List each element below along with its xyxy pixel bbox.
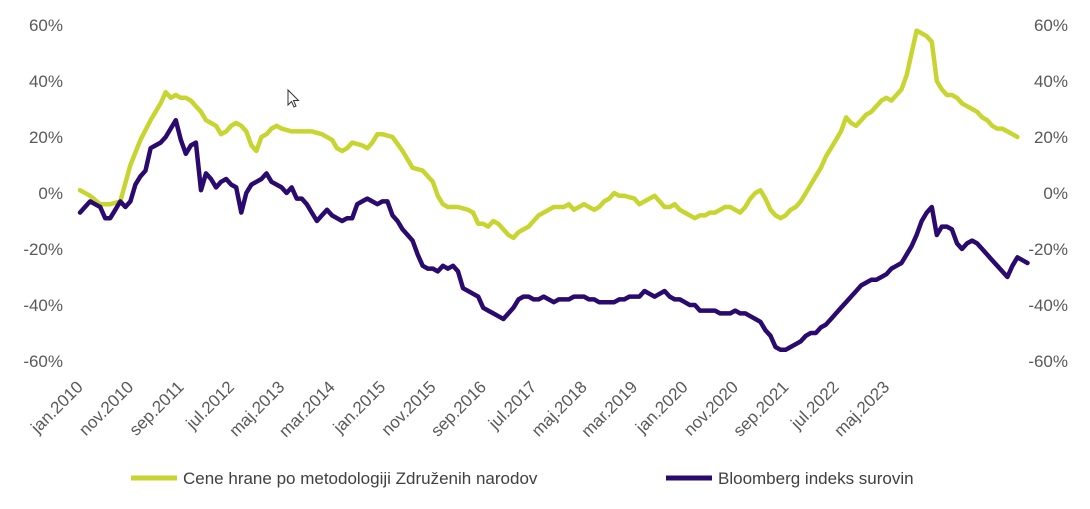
y-left-tick-label: -60% xyxy=(23,352,63,371)
y-right-tick-label: -60% xyxy=(1028,352,1068,371)
legend-label-bloomberg: Bloomberg indeks surovin xyxy=(718,469,914,488)
legend-label-food-prices: Cene hrane po metodologiji Združenih nar… xyxy=(183,469,538,488)
x-axis: jan.2010nov.2010sep.2011jul.2012maj.2013… xyxy=(27,377,894,441)
x-tick-label: maj.2023 xyxy=(830,377,893,440)
y-right-tick-label: -20% xyxy=(1028,240,1068,259)
x-tick-label: nov.2010 xyxy=(75,377,137,439)
y-right-tick-label: 20% xyxy=(1034,128,1068,147)
y-left-tick-label: 0% xyxy=(38,184,63,203)
mouse-cursor-icon xyxy=(287,88,300,108)
y-left-tick-label: 60% xyxy=(29,16,63,35)
x-tick-label: mar.2019 xyxy=(578,377,642,441)
y-axis-right: 60% 40% 20% 0% -20% -40% -60% xyxy=(1028,16,1068,371)
series-line-food-prices xyxy=(77,28,1020,241)
y-left-tick-label: 40% xyxy=(29,72,63,91)
legend: Cene hrane po metodologiji Združenih nar… xyxy=(131,469,914,488)
x-tick-label: sep.2016 xyxy=(427,377,490,440)
y-right-tick-label: 60% xyxy=(1034,16,1068,35)
y-left-tick-label: 20% xyxy=(29,128,63,147)
y-right-tick-label: 40% xyxy=(1034,72,1068,91)
y-axis-left: 60% 40% 20% 0% -20% -40% -60% xyxy=(23,16,63,371)
x-tick-label: sep.2011 xyxy=(126,377,188,439)
y-left-tick-label: -20% xyxy=(23,240,63,259)
y-left-tick-label: -40% xyxy=(23,296,63,315)
x-tick-label: sep.2021 xyxy=(730,377,793,440)
x-tick-label: mar.2014 xyxy=(275,377,339,441)
y-right-tick-label: 0% xyxy=(1043,184,1068,203)
series-line-bloomberg xyxy=(77,117,1030,353)
y-right-tick-label: -40% xyxy=(1028,296,1068,315)
series-lines xyxy=(77,28,1030,353)
